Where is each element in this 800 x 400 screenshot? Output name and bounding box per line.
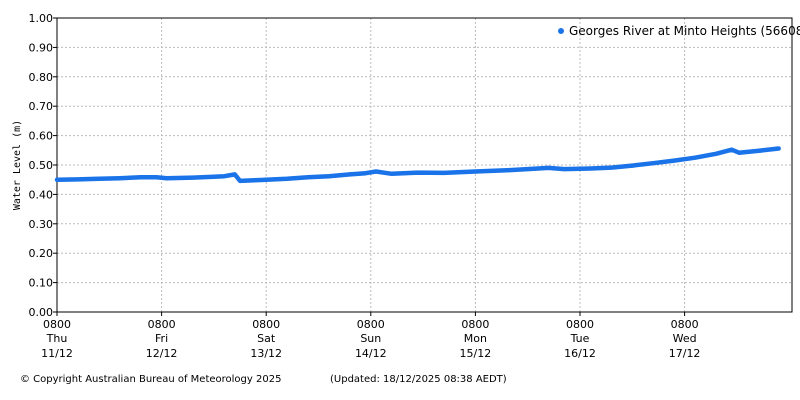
updated-text: (Updated: 18/12/2025 08:38 AEDT) — [330, 374, 507, 385]
legend-series-name: Georges River at Minto Heights (566082) — [569, 24, 800, 38]
x-tick-time: 0800 — [43, 318, 71, 331]
x-tick-date: 17/12 — [669, 347, 701, 360]
x-tick-day: Sun — [360, 332, 381, 345]
x-tick-time: 0800 — [357, 318, 385, 331]
x-tick-date: 14/12 — [355, 347, 387, 360]
y-tick-label: 0.10 — [29, 277, 54, 290]
x-tick-date: 13/12 — [250, 347, 282, 360]
y-tick-label: 0.70 — [29, 100, 54, 113]
x-tick-day: Wed — [673, 332, 697, 345]
y-tick-label: 0.20 — [29, 247, 54, 260]
x-tick-time: 0800 — [461, 318, 489, 331]
x-tick-day: Mon — [464, 332, 487, 345]
x-tick-day: Tue — [570, 332, 590, 345]
x-tick-time: 0800 — [671, 318, 699, 331]
x-tick-day: Thu — [46, 332, 68, 345]
y-tick-label: 0.60 — [29, 130, 54, 143]
y-tick-label: 1.00 — [29, 12, 54, 25]
x-tick-time: 0800 — [566, 318, 594, 331]
x-tick-date: 12/12 — [146, 347, 178, 360]
x-tick-date: 11/12 — [41, 347, 73, 360]
copyright-text: © Copyright Australian Bureau of Meteoro… — [20, 374, 282, 385]
legend-marker — [558, 28, 564, 34]
y-tick-label: 0.90 — [29, 41, 54, 54]
series-group — [54, 146, 781, 184]
y-axis-label: Water Level (m) — [12, 120, 23, 210]
y-tick-label: 0.40 — [29, 188, 54, 201]
x-axis-ticks: 0800Thu11/120800Fri12/120800Sat13/120800… — [41, 312, 700, 360]
y-tick-label: 0.00 — [29, 306, 54, 319]
y-tick-label: 0.80 — [29, 71, 54, 84]
x-tick-day: Fri — [155, 332, 168, 345]
x-tick-time: 0800 — [148, 318, 176, 331]
y-tick-label: 0.50 — [29, 159, 54, 172]
x-tick-day: Sat — [257, 332, 276, 345]
y-tick-label: 0.30 — [29, 218, 54, 231]
series-line — [54, 146, 781, 184]
x-tick-date: 15/12 — [460, 347, 492, 360]
y-axis-ticks: 0.00 0.10 0.20 0.30 0.40 0.50 0.60 0.70 0.80 0.90… — [29, 12, 57, 319]
legend: Georges River at Minto Heights (566082) — [558, 24, 800, 38]
x-tick-time: 0800 — [252, 318, 280, 331]
x-tick-date: 16/12 — [564, 347, 596, 360]
grid-lines — [57, 18, 792, 312]
